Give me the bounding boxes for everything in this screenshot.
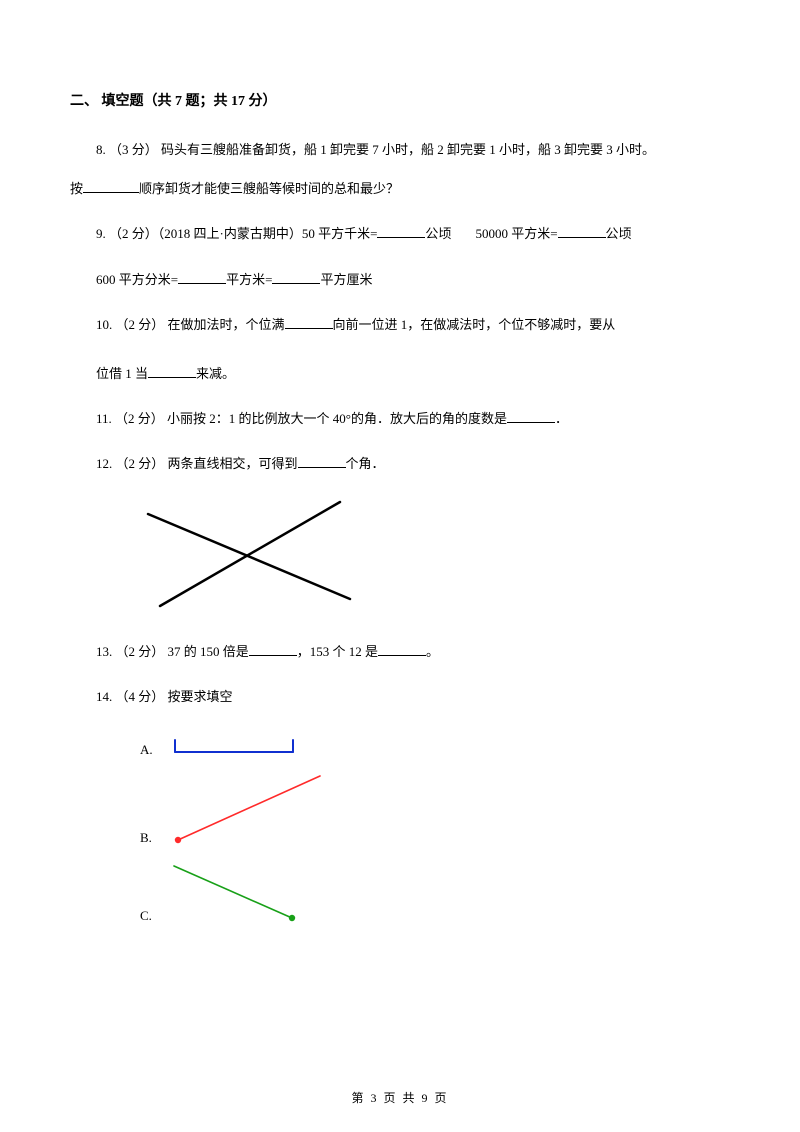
q9-d: 公顷 — [606, 226, 632, 241]
q9-b: 公顷 — [425, 226, 451, 241]
q14-text: 14. （4 分） 按要求填空 — [96, 689, 233, 704]
question-10-line2: 位借 1 当 来减。 — [70, 358, 730, 389]
question-13: 13. （2 分） 37 的 150 倍是 ，153 个 12 是 。 — [70, 636, 730, 667]
blank — [148, 365, 196, 378]
q8-text-2b: 顺序卸货才能使三艘船等候时间的总和最少？ — [139, 181, 399, 196]
blank — [378, 643, 426, 656]
question-10: 10. （2 分） 在做加法时，个位满 向前一位进 1，在做减法时，个位不够减时，… — [70, 309, 730, 340]
option-c-figure — [160, 856, 320, 926]
option-a-row: A. — [140, 734, 730, 760]
option-c-label: C. — [140, 908, 152, 926]
blank — [298, 455, 346, 468]
page-footer: 第 3 页 共 9 页 — [0, 1089, 800, 1106]
q9-a: 9. （2 分）（2018 四上·内蒙古期中）50 平方千米= — [96, 226, 377, 241]
question-12: 12. （2 分） 两条直线相交，可得到 个角． — [70, 448, 730, 479]
blank — [83, 180, 139, 193]
question-8: 8. （3 分） 码头有三艘船准备卸货，船 1 卸完要 7 小时，船 2 卸完要… — [70, 134, 730, 165]
blank — [507, 410, 555, 423]
q9-l2c: 平方厘米 — [320, 272, 372, 287]
question-9: 9. （2 分）（2018 四上·内蒙古期中）50 平方千米= 公顷 50000 平… — [70, 218, 730, 249]
q9-l2b: 平方米= — [226, 272, 272, 287]
blank — [558, 225, 606, 238]
question-9-line2: 600 平方分米= 平方米= 平方厘米 — [70, 264, 730, 295]
option-b-row: B. — [140, 768, 730, 848]
option-a-figure — [161, 734, 301, 760]
question-14: 14. （4 分） 按要求填空 — [70, 681, 730, 712]
option-b-figure — [160, 768, 330, 848]
q9-c: 50000 平方米= — [475, 226, 557, 241]
q12-b: 个角． — [346, 456, 385, 471]
question-11: 11. （2 分） 小丽按 2：1 的比例放大一个 40°的角．放大后的角的度数… — [70, 403, 730, 434]
q8-text-2a: 按 — [70, 181, 83, 196]
blank — [178, 271, 226, 284]
blank — [272, 271, 320, 284]
q13-a: 13. （2 分） 37 的 150 倍是 — [96, 644, 249, 659]
option-b-label: B. — [140, 830, 152, 848]
q9-l2a: 600 平方分米= — [96, 272, 178, 287]
q8-text-1: 8. （3 分） 码头有三艘船准备卸货，船 1 卸完要 7 小时，船 2 卸完要… — [96, 142, 655, 157]
q10-l2b: 来减。 — [196, 366, 235, 381]
option-c-row: C. — [140, 856, 730, 926]
section-title: 二、 填空题（共 7 题；共 17 分） — [70, 90, 730, 110]
q11-a: 11. （2 分） 小丽按 2：1 的比例放大一个 40°的角．放大后的角的度数… — [96, 411, 507, 426]
blank — [249, 643, 297, 656]
q10-l2a: 位借 1 当 — [96, 366, 148, 381]
q13-b: ，153 个 12 是 — [297, 644, 378, 659]
q10-a: 10. （2 分） 在做加法时，个位满 — [96, 317, 285, 332]
blank — [377, 225, 425, 238]
intersecting-lines-diagram — [140, 494, 730, 618]
q11-b: ． — [555, 411, 568, 426]
x-lines-svg — [140, 494, 360, 614]
q10-b: 向前一位进 1，在做减法时，个位不够减时，要从 — [333, 317, 616, 332]
q12-a: 12. （2 分） 两条直线相交，可得到 — [96, 456, 298, 471]
question-8-line2: 按 顺序卸货才能使三艘船等候时间的总和最少？ — [70, 173, 730, 204]
q13-c: 。 — [426, 644, 439, 659]
option-a-label: A. — [140, 742, 153, 760]
blank — [285, 316, 333, 329]
